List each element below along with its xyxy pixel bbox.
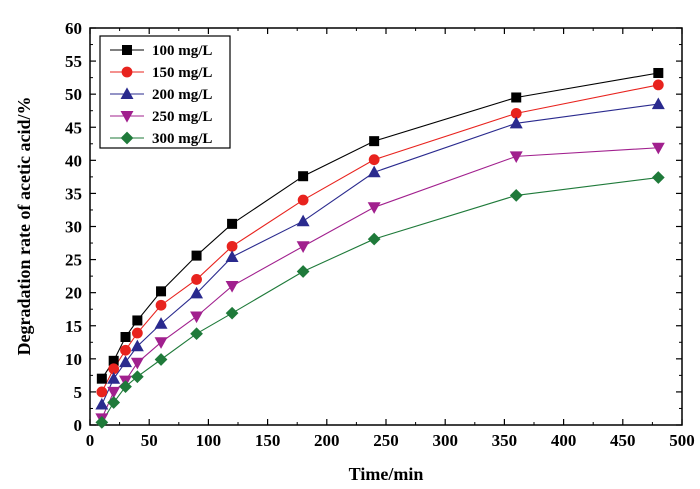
x-tick-label: 50 xyxy=(141,431,158,450)
data-point xyxy=(120,344,131,356)
data-point xyxy=(368,154,380,166)
data-point xyxy=(651,142,665,155)
data-point xyxy=(225,281,239,293)
y-tick-label: 40 xyxy=(65,151,82,170)
data-point xyxy=(120,331,131,342)
x-tick-label: 450 xyxy=(610,431,636,450)
legend-box xyxy=(99,35,231,149)
legend-marker xyxy=(120,131,134,145)
data-point xyxy=(154,337,168,349)
data-point xyxy=(130,339,144,352)
y-tick-label: 0 xyxy=(74,416,83,435)
data-point xyxy=(95,397,109,410)
data-point xyxy=(154,353,168,366)
data-point xyxy=(119,355,132,368)
y-tick-label: 35 xyxy=(65,184,82,203)
data-point xyxy=(652,79,664,91)
x-tick-label: 200 xyxy=(314,431,340,450)
legend-label: 150 mg/L xyxy=(152,65,212,81)
data-point xyxy=(96,373,107,384)
data-point xyxy=(130,370,144,384)
data-point xyxy=(296,241,310,253)
data-point xyxy=(119,380,132,393)
data-point xyxy=(95,415,109,429)
legend-marker xyxy=(122,45,133,56)
data-point xyxy=(651,171,665,184)
legend-marker xyxy=(120,110,134,123)
data-point xyxy=(653,67,664,78)
x-tick-label: 250 xyxy=(373,431,399,450)
data-point xyxy=(509,151,523,163)
y-tick-label: 60 xyxy=(65,19,82,38)
data-point xyxy=(298,171,309,182)
y-axis-title: Degradation rate of acetic acid/% xyxy=(14,97,34,356)
y-tick-label: 25 xyxy=(65,251,82,270)
legend: 100 mg/L 150 mg/L 200 mg/L 250 mg/L 300 mg/L xyxy=(99,35,231,149)
y-tick-label: 55 xyxy=(65,52,82,71)
legend-marker xyxy=(120,87,134,100)
data-point xyxy=(131,327,143,339)
y-tick-label: 5 xyxy=(74,383,83,402)
data-point xyxy=(651,97,665,110)
data-point xyxy=(107,396,121,409)
data-point xyxy=(511,92,522,103)
y-tick-label: 30 xyxy=(65,218,82,237)
legend-label: 250 mg/L xyxy=(152,109,212,125)
data-point xyxy=(296,214,310,227)
data-point xyxy=(191,274,202,285)
data-point xyxy=(509,116,523,129)
data-point xyxy=(369,136,380,147)
x-tick-label: 150 xyxy=(255,431,281,450)
data-point xyxy=(155,299,167,311)
data-point xyxy=(190,311,204,324)
data-point xyxy=(225,250,239,262)
data-point xyxy=(367,202,381,214)
data-point xyxy=(107,386,121,399)
x-tick-label: 0 xyxy=(86,431,95,450)
y-tick-label: 15 xyxy=(65,317,82,336)
legend-marker xyxy=(121,66,133,78)
data-point xyxy=(107,372,121,384)
data-point xyxy=(191,250,202,261)
data-point xyxy=(297,194,309,206)
legend-label: 100 mg/L xyxy=(152,43,212,59)
axis-ticks: 0 50 100 150 200 250 300 350 400 450 500 0 5 10 15 20 25… xyxy=(65,19,695,450)
data-point xyxy=(509,189,523,202)
x-tick-label: 400 xyxy=(551,431,577,450)
data-point xyxy=(226,240,238,252)
y-tick-label: 50 xyxy=(65,85,82,104)
data-point xyxy=(227,218,238,229)
data-point xyxy=(367,232,381,246)
x-tick-label: 350 xyxy=(492,431,518,450)
data-point xyxy=(296,265,310,278)
data-point xyxy=(96,386,108,398)
x-tick-label: 300 xyxy=(432,431,458,450)
data-point xyxy=(130,357,144,370)
series-markers xyxy=(95,67,665,429)
legend-label: 300 mg/L xyxy=(152,131,212,147)
y-tick-label: 20 xyxy=(65,284,82,303)
data-point xyxy=(190,327,203,341)
y-tick-label: 45 xyxy=(65,118,82,137)
data-point xyxy=(156,286,167,297)
x-tick-label: 100 xyxy=(196,431,222,450)
legend-label: 200 mg/L xyxy=(152,87,212,103)
x-axis-title: Time/min xyxy=(349,464,424,484)
data-point xyxy=(367,165,381,178)
data-point xyxy=(225,306,239,320)
data-point xyxy=(132,315,143,326)
x-tick-label: 500 xyxy=(669,431,695,450)
data-point xyxy=(154,317,168,329)
data-point xyxy=(190,286,204,299)
y-tick-label: 10 xyxy=(65,350,82,369)
